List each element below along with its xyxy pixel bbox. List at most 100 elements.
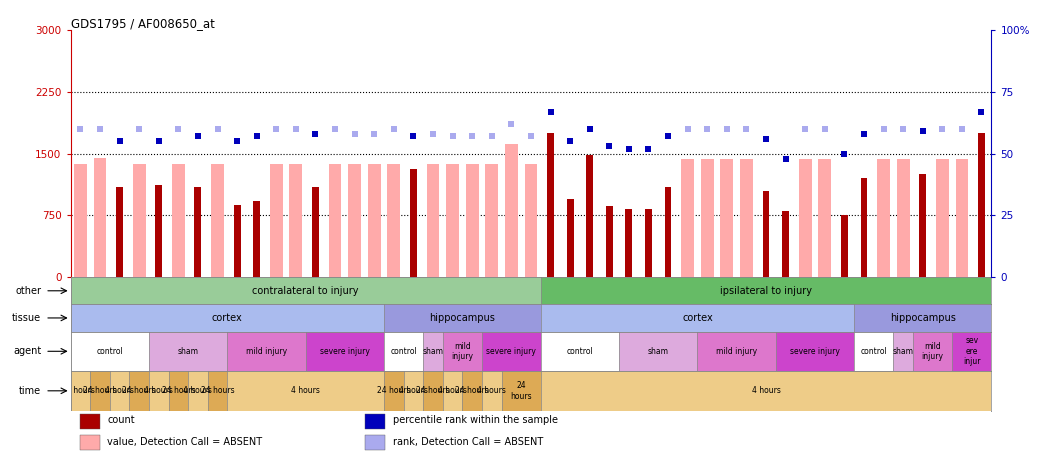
Bar bbox=[443, 371, 462, 411]
Bar bbox=[541, 277, 991, 305]
Bar bbox=[74, 164, 87, 277]
Bar bbox=[541, 332, 619, 371]
Text: severe injury: severe injury bbox=[320, 347, 370, 356]
Text: 24 hours: 24 hours bbox=[162, 386, 195, 395]
Bar bbox=[936, 159, 949, 277]
Bar bbox=[384, 305, 541, 332]
Text: contralateral to injury: contralateral to injury bbox=[252, 286, 359, 296]
Bar bbox=[466, 164, 479, 277]
Bar bbox=[956, 159, 968, 277]
Bar bbox=[740, 159, 753, 277]
Bar bbox=[80, 414, 100, 429]
Bar bbox=[664, 186, 672, 277]
Bar bbox=[80, 435, 100, 451]
Bar bbox=[71, 371, 90, 411]
Bar bbox=[894, 332, 913, 371]
Text: rank, Detection Call = ABSENT: rank, Detection Call = ABSENT bbox=[392, 437, 543, 447]
Bar bbox=[626, 209, 632, 277]
Bar bbox=[501, 371, 541, 411]
Bar bbox=[698, 332, 775, 371]
Bar bbox=[619, 332, 698, 371]
Text: 24
hours: 24 hours bbox=[511, 381, 531, 400]
Text: control: control bbox=[861, 347, 887, 356]
Bar bbox=[253, 200, 261, 277]
Bar bbox=[897, 159, 909, 277]
Bar bbox=[365, 414, 385, 429]
Text: mild
injury: mild injury bbox=[922, 342, 944, 361]
Bar bbox=[920, 174, 926, 277]
Text: control: control bbox=[97, 347, 124, 356]
Bar bbox=[446, 164, 459, 277]
Text: count: count bbox=[107, 415, 135, 425]
Text: time: time bbox=[19, 386, 42, 396]
Text: sham: sham bbox=[893, 347, 913, 356]
Bar bbox=[384, 371, 404, 411]
Text: mild injury: mild injury bbox=[246, 347, 288, 356]
Text: cortex: cortex bbox=[682, 313, 713, 323]
Bar bbox=[172, 164, 185, 277]
Text: mild injury: mild injury bbox=[716, 347, 757, 356]
Text: 24 hours: 24 hours bbox=[456, 386, 489, 395]
Bar bbox=[168, 371, 188, 411]
Text: 24 hours: 24 hours bbox=[416, 386, 449, 395]
Bar bbox=[567, 199, 574, 277]
Bar bbox=[978, 133, 985, 277]
Text: 4 hours: 4 hours bbox=[184, 386, 213, 395]
Bar bbox=[93, 158, 106, 277]
Bar bbox=[384, 332, 424, 371]
Text: hippocampus: hippocampus bbox=[890, 313, 956, 323]
Text: mild
injury: mild injury bbox=[452, 342, 473, 361]
Text: ipsilateral to injury: ipsilateral to injury bbox=[720, 286, 812, 296]
Bar bbox=[482, 371, 501, 411]
Text: 4 hours: 4 hours bbox=[144, 386, 173, 395]
Bar bbox=[783, 211, 789, 277]
Bar bbox=[410, 168, 417, 277]
Bar bbox=[365, 435, 385, 451]
Bar bbox=[349, 164, 361, 277]
Text: tissue: tissue bbox=[12, 313, 42, 323]
Bar bbox=[443, 332, 482, 371]
Bar bbox=[681, 159, 694, 277]
Text: 24 hours: 24 hours bbox=[83, 386, 117, 395]
Bar bbox=[290, 164, 302, 277]
Bar bbox=[424, 332, 443, 371]
Bar bbox=[305, 332, 384, 371]
Bar bbox=[861, 179, 868, 277]
Text: sham: sham bbox=[648, 347, 668, 356]
Text: 24 hours: 24 hours bbox=[200, 386, 235, 395]
Text: 4 hours: 4 hours bbox=[399, 386, 428, 395]
Bar bbox=[367, 164, 381, 277]
Bar bbox=[486, 164, 498, 277]
Bar bbox=[312, 186, 319, 277]
Bar bbox=[130, 371, 148, 411]
Bar bbox=[211, 164, 224, 277]
Text: agent: agent bbox=[12, 346, 42, 356]
Text: cortex: cortex bbox=[212, 313, 243, 323]
Text: severe injury: severe injury bbox=[487, 347, 537, 356]
Bar bbox=[913, 332, 952, 371]
Bar bbox=[763, 191, 769, 277]
Bar bbox=[234, 205, 241, 277]
Text: sham: sham bbox=[422, 347, 443, 356]
Bar bbox=[424, 371, 443, 411]
Text: 4 hours: 4 hours bbox=[438, 386, 467, 395]
Text: 4 hours: 4 hours bbox=[752, 386, 781, 395]
Bar bbox=[720, 159, 733, 277]
Bar bbox=[541, 371, 991, 411]
Bar bbox=[504, 144, 518, 277]
Bar bbox=[194, 186, 201, 277]
Text: 24 hours: 24 hours bbox=[122, 386, 156, 395]
Bar bbox=[71, 277, 541, 305]
Bar bbox=[427, 164, 439, 277]
Bar bbox=[524, 164, 538, 277]
Bar bbox=[854, 305, 991, 332]
Bar bbox=[775, 332, 854, 371]
Text: 4 hours: 4 hours bbox=[292, 386, 320, 395]
Bar bbox=[71, 332, 148, 371]
Bar bbox=[799, 159, 812, 277]
Bar bbox=[586, 154, 593, 277]
Bar bbox=[71, 305, 384, 332]
Bar bbox=[116, 186, 122, 277]
Bar bbox=[482, 332, 541, 371]
Bar bbox=[547, 133, 554, 277]
